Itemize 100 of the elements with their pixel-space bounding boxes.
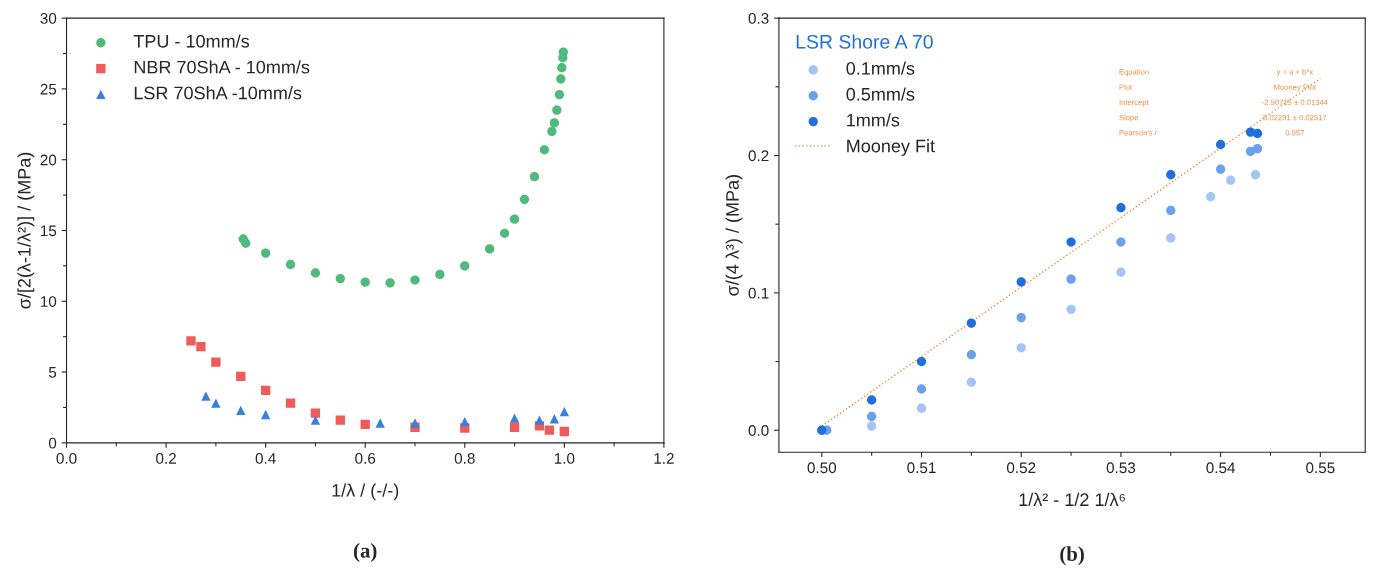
y-tick-label: 25 xyxy=(40,83,57,95)
point xyxy=(211,398,221,408)
point xyxy=(547,126,557,137)
point xyxy=(966,318,977,328)
point xyxy=(552,105,562,115)
point xyxy=(539,145,550,155)
legend-label: 0.5mm/s xyxy=(846,87,915,101)
point xyxy=(201,391,211,401)
point xyxy=(460,416,470,427)
point xyxy=(260,385,271,396)
point xyxy=(1016,312,1026,323)
point xyxy=(236,405,246,415)
point xyxy=(916,356,927,367)
x-tick-label: 0.54 xyxy=(1206,462,1236,474)
x-tick-label: 1.2 xyxy=(654,452,674,464)
point xyxy=(335,273,345,284)
point xyxy=(549,118,560,128)
point xyxy=(260,248,271,258)
x-tick-label: 0.4 xyxy=(255,452,276,464)
point xyxy=(556,74,566,84)
point xyxy=(557,63,567,73)
point xyxy=(529,172,540,182)
legend-label: TPU - 10mm/s xyxy=(133,34,250,48)
y-tick-label: 0.0 xyxy=(748,425,769,436)
point xyxy=(1206,192,1216,202)
point xyxy=(196,341,206,352)
x-axis-title: 1/λ² - 1/2 1/λ⁶ xyxy=(1019,492,1125,507)
point xyxy=(1245,146,1256,157)
point xyxy=(1016,277,1026,287)
y-tick-label: 0.3 xyxy=(748,13,769,24)
x-axis-title: 1/λ / (-/-) xyxy=(332,483,399,501)
point xyxy=(1250,170,1261,180)
point xyxy=(534,415,545,425)
point xyxy=(1016,343,1026,353)
point xyxy=(285,259,296,270)
point xyxy=(544,425,555,435)
y-tick-label: 0.1 xyxy=(748,287,769,299)
point xyxy=(519,194,530,204)
point xyxy=(360,277,370,287)
point xyxy=(554,89,565,100)
legend-label: 0.1mm/s xyxy=(846,61,915,75)
point xyxy=(460,261,470,271)
point xyxy=(1066,237,1076,247)
point xyxy=(310,415,321,425)
point xyxy=(410,418,420,428)
point xyxy=(1215,164,1226,174)
point xyxy=(211,357,221,367)
point xyxy=(1252,128,1263,139)
point xyxy=(241,238,251,248)
x-tick-label: 0.53 xyxy=(1106,462,1136,474)
point xyxy=(1116,203,1126,213)
x-tick-label: 0.52 xyxy=(1006,462,1036,474)
point xyxy=(310,408,321,418)
point xyxy=(385,278,395,288)
legend-label: 1mm/s xyxy=(847,113,900,127)
point xyxy=(1215,139,1226,150)
y-tick-label: 5 xyxy=(48,367,57,378)
point xyxy=(549,414,560,424)
point xyxy=(186,336,196,346)
point xyxy=(1116,267,1126,277)
point xyxy=(558,47,568,57)
point xyxy=(1225,175,1236,185)
point xyxy=(310,268,321,278)
legend-title: LSR Shore A 70 xyxy=(796,34,933,49)
point xyxy=(1166,205,1176,216)
point xyxy=(867,411,877,422)
point xyxy=(966,350,977,360)
text: (a) xyxy=(353,543,377,562)
legend-label: NBR 70ShA - 10mm/s xyxy=(134,60,310,74)
y-axis-title: σ/(4 λ³) / (MPa) xyxy=(725,175,743,296)
x-tick-label: 0.55 xyxy=(1306,462,1335,474)
point xyxy=(485,244,495,254)
point xyxy=(867,395,877,405)
point xyxy=(1066,274,1076,284)
point xyxy=(435,269,445,280)
y-tick-label: 30 xyxy=(40,13,57,24)
x-tick-label: 0.0 xyxy=(56,452,77,464)
y-tick-label: 0 xyxy=(48,437,57,449)
point xyxy=(1066,304,1076,314)
y-tick-label: 10 xyxy=(40,296,57,307)
point xyxy=(1252,143,1263,154)
y-tick-label: 20 xyxy=(40,154,57,166)
x-tick-label: 1.0 xyxy=(554,452,575,464)
point xyxy=(499,228,510,238)
point xyxy=(236,371,246,381)
point xyxy=(1116,237,1126,247)
y-tick-label: 15 xyxy=(40,225,57,237)
point xyxy=(867,421,877,431)
legend-label: Mooney Fit xyxy=(847,139,935,156)
y-tick-label: 0.2 xyxy=(748,150,769,162)
point xyxy=(916,403,927,413)
point xyxy=(360,419,370,430)
point xyxy=(375,418,385,428)
point xyxy=(509,422,520,432)
point xyxy=(559,426,569,437)
x-tick-label: 0.2 xyxy=(156,452,176,464)
point xyxy=(916,384,927,394)
x-tick-label: 0.8 xyxy=(454,452,475,464)
y-axis-title: σ/[2(λ-1/λ²)] / (MPa) xyxy=(17,152,35,309)
point xyxy=(410,275,420,285)
